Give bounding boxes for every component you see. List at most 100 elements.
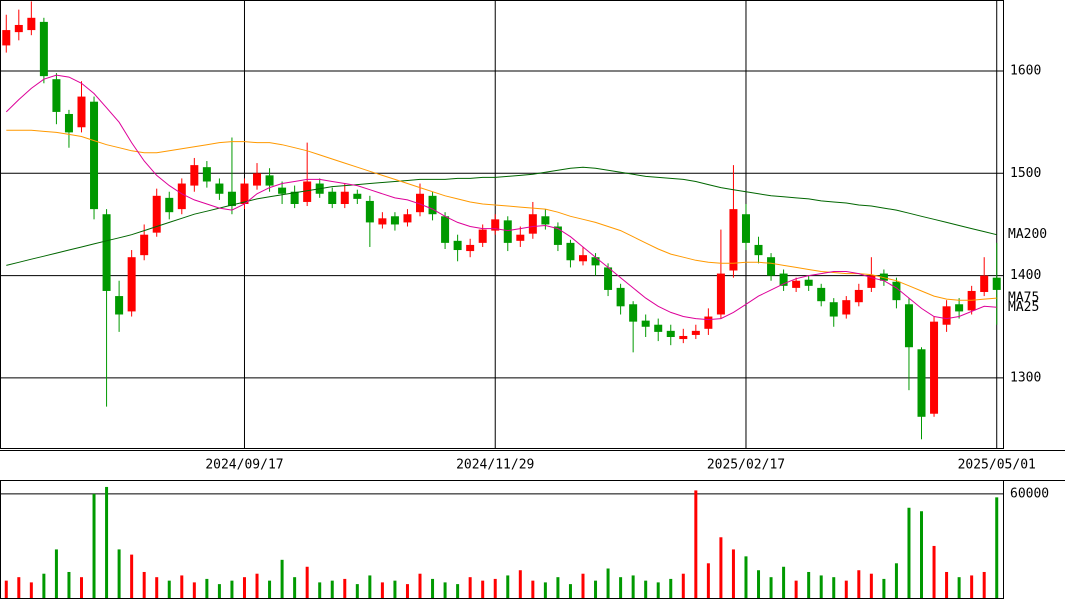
volume-bar (543, 582, 547, 598)
x-tick-label: 2025/05/01 (958, 458, 1036, 473)
candle-body (716, 273, 725, 315)
candle-body (77, 96, 86, 128)
candle-body (629, 304, 638, 322)
volume-bar (268, 580, 272, 598)
volume-bar (769, 577, 773, 598)
volume-bar (869, 573, 873, 598)
volume-bar (255, 573, 259, 598)
volume-bar (982, 571, 986, 598)
volume-bar (29, 582, 33, 598)
candle-body (817, 287, 826, 302)
candle-body (992, 277, 1001, 290)
volume-bar (79, 577, 83, 598)
volume-bar (481, 580, 485, 598)
volume-bar (293, 577, 297, 598)
volume-bar (844, 580, 848, 598)
candle-body (202, 167, 211, 182)
volume-bar (581, 573, 585, 598)
candle-body (390, 216, 399, 225)
candle-body (165, 197, 174, 213)
volume-bar (17, 577, 21, 598)
candle-body (679, 335, 688, 340)
volume-bar (970, 575, 974, 598)
volume-bar (280, 559, 284, 598)
candle-body (353, 193, 362, 199)
volume-bar (932, 545, 936, 598)
candle-body (190, 165, 199, 186)
candle-body (767, 257, 776, 276)
volume-bar (67, 571, 71, 598)
volume-bar (368, 575, 372, 598)
candle-body (666, 330, 675, 337)
candle-body (741, 214, 750, 243)
candle-body (115, 296, 124, 315)
volume-bar (731, 549, 735, 598)
volume-bar (857, 570, 861, 598)
y-tick-label: 60000 (1010, 486, 1049, 501)
candle-body (980, 275, 989, 292)
candle-body (503, 220, 512, 243)
x-tick-label: 2025/02/17 (707, 458, 785, 473)
candle-body (340, 191, 349, 204)
candle-body (39, 21, 48, 77)
candle-body (127, 257, 136, 312)
candle-body (829, 302, 838, 317)
candle-body (754, 244, 763, 256)
candle-body (140, 234, 149, 256)
candle-body (177, 183, 186, 210)
volume-bar (744, 556, 748, 598)
candle-body (804, 279, 813, 286)
ma-line (5, 74, 997, 321)
volume-bar (418, 573, 422, 598)
candle-body (942, 306, 951, 325)
volume-bar (531, 580, 535, 598)
volume-bar (330, 580, 334, 598)
volume-bar (619, 577, 623, 598)
volume-bar (832, 577, 836, 598)
candle-body (328, 191, 337, 204)
candle-body (541, 216, 550, 225)
candle-body (365, 200, 374, 223)
volume-bar (493, 578, 497, 598)
volume-bar (217, 584, 221, 598)
y-tick-label: 1300 (1010, 370, 1041, 385)
candle-body (654, 324, 663, 332)
candle-body (27, 17, 36, 31)
candle-body (604, 267, 613, 290)
candle-body (215, 183, 224, 194)
volume-bar (393, 580, 397, 598)
volume-bar (819, 575, 823, 598)
volume-bar (694, 490, 698, 598)
volume-bar (192, 582, 196, 598)
x-tick-label: 2024/09/17 (205, 458, 283, 473)
volume-bar (130, 554, 134, 598)
candle-body (240, 183, 249, 204)
volume-bar (117, 549, 121, 598)
candle-body (867, 275, 876, 288)
candle-body (378, 218, 387, 225)
candle-body (854, 289, 863, 303)
volume-bar (568, 584, 572, 598)
volume-bar (594, 580, 598, 598)
volume-bar (4, 580, 8, 598)
volume-bar (305, 566, 309, 598)
volume-bar (318, 582, 322, 598)
volume-bar (468, 577, 472, 598)
volume-bar (644, 580, 648, 598)
volume-frame (0, 480, 1004, 599)
volume-bar (706, 563, 710, 598)
candle-body (930, 321, 939, 414)
volume-bar (343, 578, 347, 598)
y-tick-label: 1600 (1010, 64, 1041, 79)
volume-bar (945, 571, 949, 598)
legend-label: MA200 (1008, 227, 1047, 242)
volume-bar (681, 573, 685, 598)
candle-body (466, 244, 475, 252)
volume-bar (757, 570, 761, 598)
volume-bar (155, 577, 159, 598)
volume-bar (230, 580, 234, 598)
candle-body (491, 219, 500, 231)
candle-body (578, 255, 587, 262)
y-tick-label: 1500 (1010, 166, 1041, 181)
